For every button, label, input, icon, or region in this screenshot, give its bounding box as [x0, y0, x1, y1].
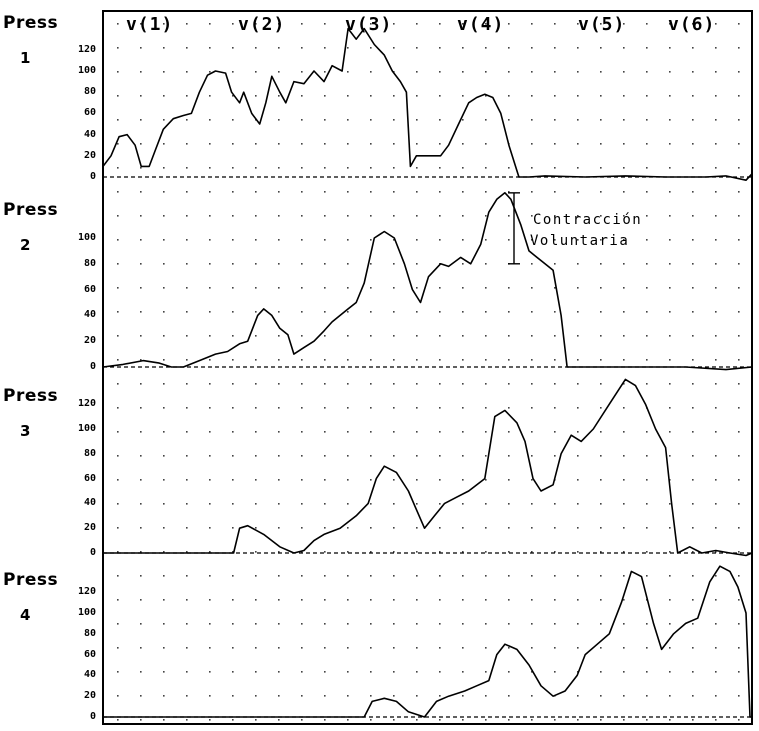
y-tick-label: 120 [60, 587, 96, 597]
y-tick-label: 80 [60, 449, 96, 459]
y-tick-label: 80 [60, 629, 96, 639]
y-tick-label: 100 [60, 424, 96, 434]
panel-2-number: 2 [20, 236, 30, 254]
y-tick-label: 20 [60, 336, 96, 346]
y-tick-label: 40 [60, 310, 96, 320]
y-tick-label: 40 [60, 498, 96, 508]
y-tick-label: 20 [60, 523, 96, 533]
y-tick-label: 0 [60, 362, 96, 372]
series-line-panel-2 [103, 193, 752, 370]
y-tick-label: 40 [60, 670, 96, 680]
y-tick-label: 60 [60, 108, 96, 118]
panel-2-label: Press [3, 200, 58, 220]
panel-3-number: 3 [20, 422, 30, 440]
panel-4-number: 4 [20, 606, 30, 624]
y-tick-label: 0 [60, 712, 96, 722]
y-tick-label: 100 [60, 233, 96, 243]
y-tick-label: 40 [60, 130, 96, 140]
x-marker-label: v(2) [238, 14, 285, 35]
y-tick-label: 120 [60, 399, 96, 409]
panel-1-number: 1 [20, 49, 30, 67]
x-marker-label: v(3) [345, 14, 392, 35]
panel-1-label: Press [3, 13, 58, 33]
x-marker-label: v(5) [578, 14, 625, 35]
series-line-panel-3 [103, 379, 752, 555]
annotation-text-line2: Voluntaria [530, 233, 629, 249]
panel-4-label: Press [3, 570, 58, 590]
y-tick-label: 60 [60, 474, 96, 484]
panel-3-label: Press [3, 386, 58, 406]
x-marker-label: v(4) [457, 14, 504, 35]
grid-dots [117, 23, 740, 721]
annotation-text-line1: Contracción [533, 212, 642, 228]
y-tick-label: 60 [60, 285, 96, 295]
x-marker-label: v(6) [668, 14, 715, 35]
y-tick-label: 60 [60, 650, 96, 660]
y-tick-label: 100 [60, 66, 96, 76]
y-tick-label: 80 [60, 259, 96, 269]
x-marker-label: v(1) [126, 14, 173, 35]
series-line-panel-1 [103, 29, 752, 181]
y-tick-label: 80 [60, 87, 96, 97]
y-tick-label: 120 [60, 45, 96, 55]
y-tick-label: 100 [60, 608, 96, 618]
y-tick-label: 20 [60, 691, 96, 701]
series-line-panel-4 [103, 566, 752, 717]
y-tick-label: 20 [60, 151, 96, 161]
y-tick-label: 0 [60, 548, 96, 558]
y-tick-label: 0 [60, 172, 96, 182]
